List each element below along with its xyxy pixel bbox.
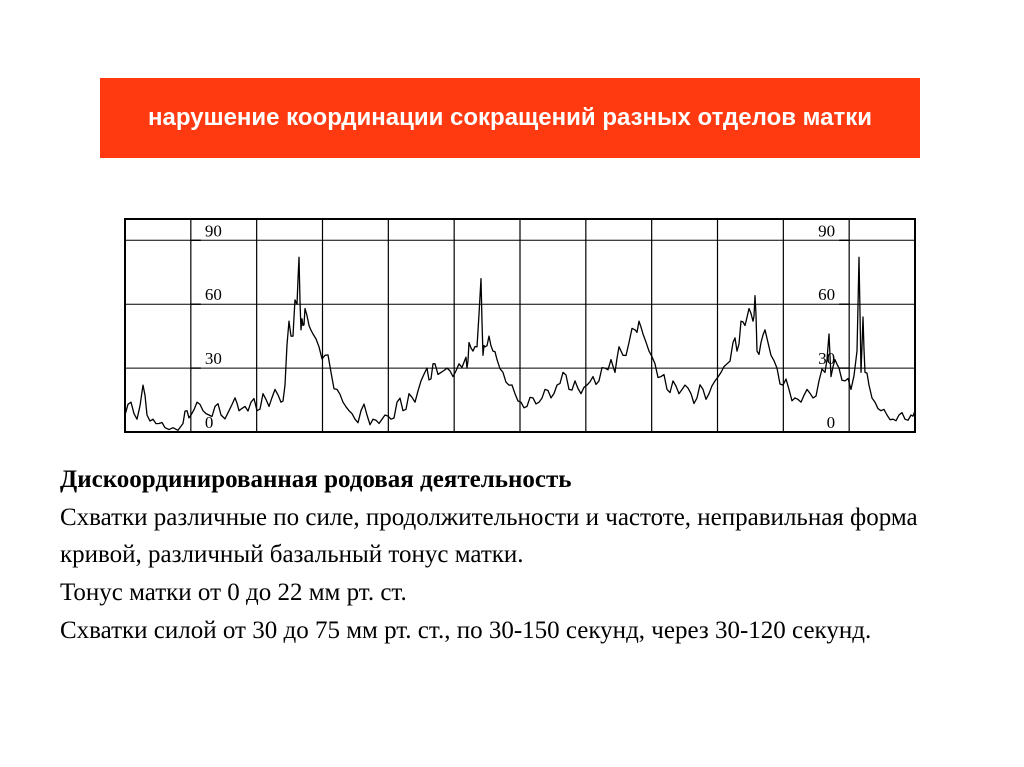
description-line-3: Схватки силой от 30 до 75 мм рт. ст., по… bbox=[60, 613, 980, 649]
description-block: Дискоординированная родовая деятельность… bbox=[60, 462, 980, 651]
tocography-chart: 00303060609090 bbox=[60, 207, 970, 442]
description-line-1: Схватки различные по силе, продолжительн… bbox=[60, 500, 980, 573]
svg-text:90: 90 bbox=[205, 221, 222, 240]
svg-text:60: 60 bbox=[205, 285, 222, 304]
svg-text:90: 90 bbox=[818, 221, 835, 240]
chart-svg: 00303060609090 bbox=[60, 207, 970, 442]
header-banner: нарушение координации сокращений разных … bbox=[100, 78, 920, 158]
svg-text:60: 60 bbox=[818, 285, 835, 304]
svg-text:30: 30 bbox=[205, 349, 222, 368]
description-line-2: Тонус матки от 0 до 22 мм рт. ст. bbox=[60, 575, 980, 611]
header-title: нарушение координации сокращений разных … bbox=[148, 102, 872, 133]
description-title: Дискоординированная родовая деятельность bbox=[60, 462, 980, 498]
svg-text:0: 0 bbox=[827, 413, 836, 432]
